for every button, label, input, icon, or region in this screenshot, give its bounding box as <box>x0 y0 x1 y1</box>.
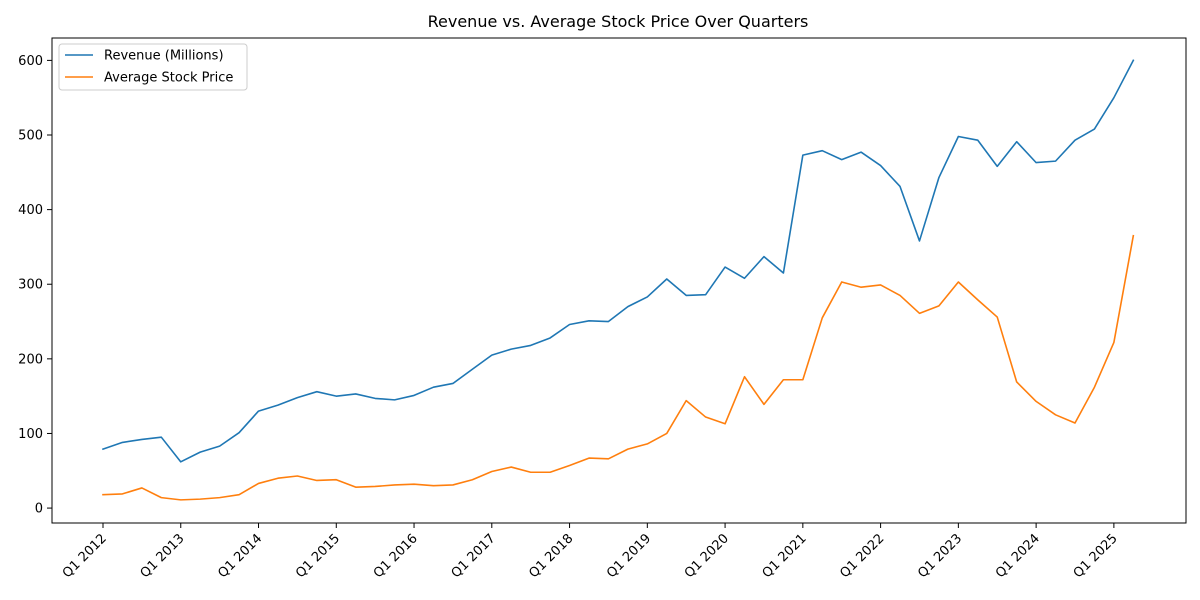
x-tick-label: Q1 2023 <box>915 531 965 581</box>
x-tick-label: Q1 2017 <box>449 531 499 581</box>
chart-title: Revenue vs. Average Stock Price Over Qua… <box>428 12 809 31</box>
y-tick-label: 500 <box>18 129 43 144</box>
x-tick-label: Q1 2019 <box>604 531 654 581</box>
legend: Revenue (Millions) Average Stock Price <box>58 43 248 91</box>
series-line-0 <box>101 59 1135 463</box>
legend-box <box>58 43 248 91</box>
legend-entry-1: Average Stock Price <box>104 71 233 86</box>
y-tick-label: 600 <box>18 54 43 69</box>
series-line-1 <box>102 234 1135 501</box>
x-tick-label: Q1 2020 <box>682 531 732 581</box>
x-tick-label: Q1 2025 <box>1071 531 1121 581</box>
x-tick-label: Q1 2013 <box>138 531 188 581</box>
x-tick-label: Q1 2021 <box>760 531 810 581</box>
y-tick-label: 400 <box>18 203 43 218</box>
series-layer <box>101 59 1135 501</box>
x-tick-label: Q1 2018 <box>526 531 576 581</box>
plot-frame <box>51 37 1187 524</box>
legend-entry-0: Revenue (Millions) <box>104 49 224 64</box>
x-tick-label: Q1 2024 <box>993 531 1043 581</box>
y-tick-label: 0 <box>35 502 43 517</box>
y-tick-label: 300 <box>18 278 43 293</box>
x-tick-label: Q1 2016 <box>371 531 421 581</box>
y-tick-label: 200 <box>18 352 43 367</box>
y-tick-label: 100 <box>18 427 43 442</box>
x-tick-label: Q1 2022 <box>837 531 887 581</box>
x-tick-label: Q1 2014 <box>215 531 265 581</box>
x-tick-label: Q1 2012 <box>60 531 110 581</box>
x-tick-label: Q1 2015 <box>293 531 343 581</box>
